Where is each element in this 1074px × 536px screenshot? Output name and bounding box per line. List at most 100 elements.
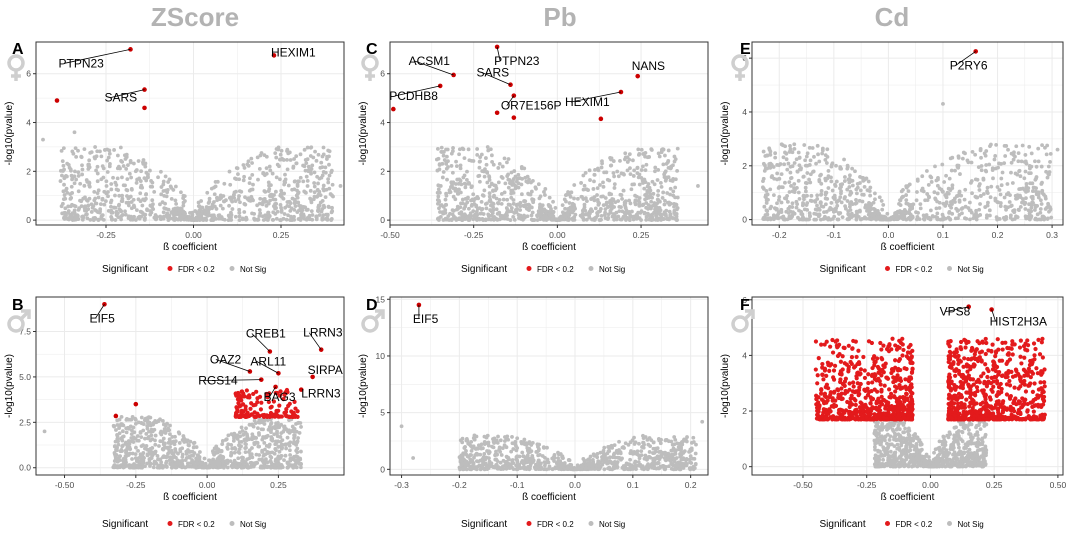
nonsig-point xyxy=(477,179,482,184)
nonsig-point xyxy=(127,442,132,446)
nonsig-point xyxy=(526,191,531,196)
nonsig-point xyxy=(815,143,820,148)
nonsig-point xyxy=(543,187,548,191)
nonsig-point xyxy=(223,438,228,442)
x-tick-label: -0.50 xyxy=(55,480,75,490)
nonsig-point xyxy=(266,465,270,469)
nonsig-point xyxy=(279,210,284,214)
label-leader-line xyxy=(414,60,454,76)
nonsig-point xyxy=(168,432,172,436)
nonsig-point xyxy=(664,161,669,166)
nonsig-point xyxy=(68,214,72,219)
nonsig-point xyxy=(285,157,289,162)
nonsig-point xyxy=(585,199,589,204)
nonsig-point xyxy=(130,439,134,444)
nonsig-point xyxy=(656,168,661,172)
nonsig-point xyxy=(95,171,100,176)
nonsig-point xyxy=(458,166,463,171)
nonsig-point xyxy=(823,157,828,162)
nonsig-point xyxy=(157,444,161,448)
legend-nonsig-label: Not Sig xyxy=(240,520,266,529)
nonsig-point xyxy=(159,185,164,189)
nonsig-point xyxy=(226,433,231,438)
nonsig-point xyxy=(668,455,673,459)
nonsig-point xyxy=(515,467,520,472)
panel-border xyxy=(35,296,345,476)
nonsig-point xyxy=(637,441,641,446)
nonsig-point xyxy=(491,445,496,450)
nonsig-point xyxy=(93,216,98,221)
nonsig-point xyxy=(989,184,994,189)
nonsig-point xyxy=(296,420,301,425)
nonsig-point xyxy=(162,206,167,211)
nonsig-point xyxy=(625,168,630,173)
nonsig-point xyxy=(218,193,223,198)
nonsig-point xyxy=(510,435,514,439)
nonsig-point xyxy=(106,155,111,160)
nonsig-point xyxy=(326,148,331,153)
sig-point xyxy=(271,399,277,404)
nonsig-point xyxy=(1036,195,1041,200)
nonsig-point xyxy=(216,447,220,452)
nonsig-point xyxy=(107,164,112,169)
nonsig-point xyxy=(161,430,166,434)
nonsig-point xyxy=(268,168,273,173)
nonsig-point xyxy=(491,194,496,199)
nonsig-point xyxy=(214,444,219,449)
nonsig-point xyxy=(509,206,514,210)
nonsig-point xyxy=(76,174,81,178)
nonsig-point xyxy=(536,182,541,187)
nonsig-point xyxy=(478,159,482,164)
nonsig-point xyxy=(489,153,494,158)
nonsig-point xyxy=(125,417,129,421)
nonsig-point xyxy=(485,449,489,453)
nonsig-point xyxy=(279,463,284,467)
nonsig-point xyxy=(153,433,158,438)
nonsig-point xyxy=(646,462,650,467)
nonsig-point xyxy=(72,130,77,135)
nonsig-point xyxy=(674,448,678,453)
sig-point xyxy=(274,411,279,417)
nonsig-point xyxy=(840,215,845,220)
nonsig-point xyxy=(867,189,872,193)
sig-point xyxy=(268,410,274,416)
nonsig-point xyxy=(619,193,624,197)
label-leader-line xyxy=(251,333,271,352)
label-leader-line xyxy=(215,359,251,372)
nonsig-point xyxy=(150,198,155,203)
nonsig-point xyxy=(93,208,98,212)
nonsig-point xyxy=(228,459,233,463)
nonsig-point xyxy=(488,208,493,212)
nonsig-point xyxy=(326,180,331,185)
nonsig-point xyxy=(285,435,290,440)
nonsig-point xyxy=(247,456,252,461)
nonsig-point xyxy=(234,177,239,181)
nonsig-point xyxy=(104,184,109,188)
nonsig-point xyxy=(981,177,986,182)
nonsig-point xyxy=(468,213,473,218)
nonsig-point xyxy=(617,439,621,444)
nonsig-point xyxy=(461,213,466,218)
nonsig-point xyxy=(455,188,460,193)
nonsig-point xyxy=(532,218,537,222)
nonsig-point xyxy=(592,172,597,177)
nonsig-point xyxy=(296,460,301,465)
point-label: NANS xyxy=(632,59,665,73)
label-leader-line xyxy=(269,386,276,398)
nonsig-point xyxy=(129,187,134,192)
nonsig-point xyxy=(948,217,953,221)
sig-point xyxy=(298,387,304,392)
nonsig-point xyxy=(106,190,110,194)
sig-point xyxy=(247,413,252,418)
nonsig-point xyxy=(244,445,248,450)
nonsig-point xyxy=(107,151,112,156)
nonsig-point xyxy=(562,197,567,202)
nonsig-point xyxy=(582,202,587,207)
nonsig-point xyxy=(615,169,620,174)
nonsig-point xyxy=(183,211,187,216)
nonsig-point xyxy=(635,214,640,219)
nonsig-point xyxy=(454,159,458,164)
nonsig-point xyxy=(637,172,642,177)
nonsig-point xyxy=(129,432,134,436)
nonsig-point xyxy=(87,196,92,201)
